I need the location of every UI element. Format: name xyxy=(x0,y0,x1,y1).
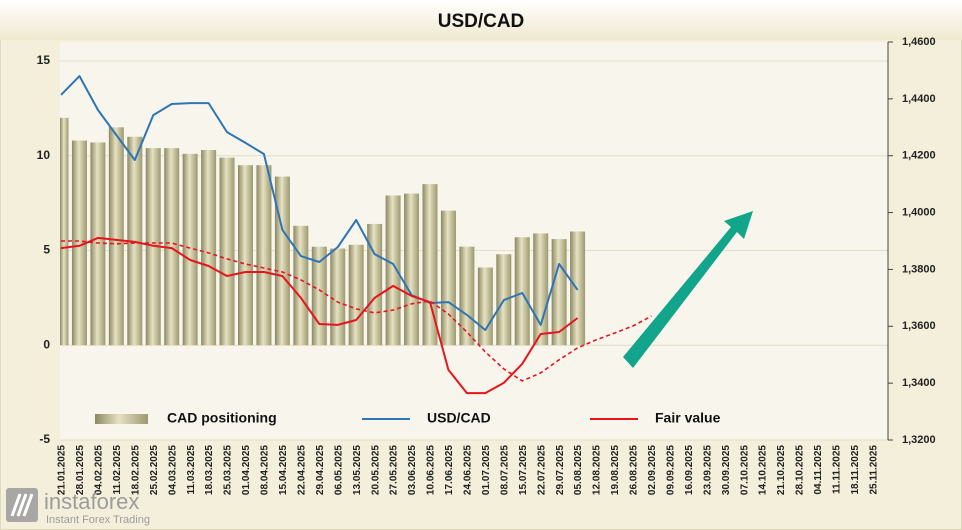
x-tick-label: 26.08.2025 xyxy=(629,445,640,495)
x-tick-label: 25.11.2025 xyxy=(868,445,879,495)
y-tick-label: 15 xyxy=(37,53,51,67)
plot-area xyxy=(60,42,888,440)
bar xyxy=(385,195,401,346)
x-tick-label: 05.08.2025 xyxy=(573,445,584,495)
x-tick-label: 21.01.2025 xyxy=(57,445,68,495)
watermark-icon-lines xyxy=(10,493,34,517)
bar xyxy=(404,193,420,346)
bar xyxy=(367,223,383,346)
y2-tick-label: 1,3800 xyxy=(902,263,936,275)
y2-tick-label: 1,3400 xyxy=(902,377,936,389)
x-tick-label: 11.02.2025 xyxy=(112,445,123,495)
x-tick-label: 02.09.2025 xyxy=(647,445,658,495)
bar xyxy=(274,176,290,346)
x-tick-label: 07.10.2025 xyxy=(739,445,750,495)
bar xyxy=(440,210,456,346)
legend-swatch xyxy=(95,414,148,424)
bar xyxy=(60,117,69,346)
bar xyxy=(201,150,217,346)
bar xyxy=(533,233,549,346)
x-tick-label: 10.06.2025 xyxy=(426,445,437,495)
y-tick-label: 5 xyxy=(43,243,50,257)
bar xyxy=(477,267,493,346)
x-tick-label: 15.04.2025 xyxy=(278,445,289,495)
y-tick-label: -5 xyxy=(39,432,50,446)
x-tick-label: 11.11.2025 xyxy=(832,445,843,494)
x-tick-label: 16.09.2025 xyxy=(684,445,695,495)
x-tick-label: 11.03.2025 xyxy=(186,445,197,495)
x-tick-label: 13.05.2025 xyxy=(352,445,363,495)
x-tick-label: 04.02.2025 xyxy=(94,445,105,495)
x-tick-label: 17.06.2025 xyxy=(444,445,455,495)
x-tick-label: 27.05.2025 xyxy=(389,445,400,495)
y2-tick-label: 1,3200 xyxy=(902,434,936,446)
x-tick-label: 29.04.2025 xyxy=(315,445,326,495)
x-tick-label: 12.08.2025 xyxy=(592,445,603,495)
bar xyxy=(219,157,235,346)
x-tick-label: 29.07.2025 xyxy=(555,445,566,495)
x-tick-label: 18.02.2025 xyxy=(130,445,141,495)
bar xyxy=(459,246,475,346)
trend-arrow xyxy=(623,211,753,368)
x-tick-label: 15.07.2025 xyxy=(518,445,529,495)
legend-label: CAD positioning xyxy=(167,410,277,426)
x-tick-label: 30.09.2025 xyxy=(721,445,732,495)
bar xyxy=(514,237,530,346)
x-tick-label: 01.07.2025 xyxy=(481,445,492,495)
x-tick-label: 01.04.2025 xyxy=(241,445,252,495)
bar xyxy=(293,225,309,346)
x-tick-label: 18.03.2025 xyxy=(204,445,215,495)
x-tick-label: 22.04.2025 xyxy=(296,445,307,495)
bar xyxy=(71,140,87,346)
legend-label: USD/CAD xyxy=(427,410,491,426)
x-tick-label: 24.06.2025 xyxy=(463,445,474,495)
bar xyxy=(238,165,253,346)
watermark-tagline: Instant Forex Trading xyxy=(46,514,150,526)
bar xyxy=(90,142,106,346)
x-tick-label: 21.10.2025 xyxy=(776,445,787,495)
x-tick-label: 28.10.2025 xyxy=(795,445,806,495)
y-tick-label: 10 xyxy=(37,148,51,162)
bar xyxy=(164,148,180,346)
x-tick-label: 14.10.2025 xyxy=(758,445,769,495)
bar xyxy=(330,248,346,346)
x-tick-label: 28.01.2025 xyxy=(75,445,86,495)
x-tick-label: 04.11.2025 xyxy=(813,445,824,495)
bar xyxy=(551,239,567,346)
y2-tick-label: 1,4400 xyxy=(902,93,936,105)
x-tick-label: 20.05.2025 xyxy=(370,445,381,495)
bar xyxy=(108,127,124,346)
x-tick-label: 06.05.2025 xyxy=(333,445,344,495)
bar xyxy=(422,184,438,346)
x-tick-label: 03.06.2025 xyxy=(407,445,418,495)
chart-title: USD/CAD xyxy=(438,11,525,32)
x-tick-label: 04.03.2025 xyxy=(167,445,178,495)
title-band xyxy=(0,0,962,40)
x-tick-label: 08.04.2025 xyxy=(260,445,271,495)
y-tick-label: 0 xyxy=(43,337,50,351)
x-tick-label: 25.03.2025 xyxy=(223,445,234,495)
x-tick-label: 23.09.2025 xyxy=(702,445,713,495)
bar xyxy=(311,246,327,346)
x-tick-label: 19.08.2025 xyxy=(610,445,621,495)
x-tick-label: 08.07.2025 xyxy=(499,445,510,495)
bar xyxy=(182,153,198,346)
y2-tick-label: 1,4000 xyxy=(902,206,936,218)
x-tick-label: 22.07.2025 xyxy=(536,445,547,495)
line-series xyxy=(60,236,579,395)
watermark-brand: instaforex xyxy=(44,489,139,514)
y2-tick-label: 1,4200 xyxy=(902,150,936,162)
watermark: instaforex Instant Forex Trading xyxy=(6,488,150,526)
line-series xyxy=(61,240,652,382)
x-tick-label: 09.09.2025 xyxy=(665,445,676,495)
bar xyxy=(348,244,364,346)
x-tick-label: 18.11.2025 xyxy=(850,445,861,495)
bar xyxy=(256,165,272,346)
x-tick-label: 25.02.2025 xyxy=(149,445,160,495)
y2-tick-label: 1,3600 xyxy=(902,320,936,332)
y2-tick-label: 1,4600 xyxy=(902,36,936,48)
legend-label: Fair value xyxy=(655,410,721,426)
line-series xyxy=(60,75,579,331)
